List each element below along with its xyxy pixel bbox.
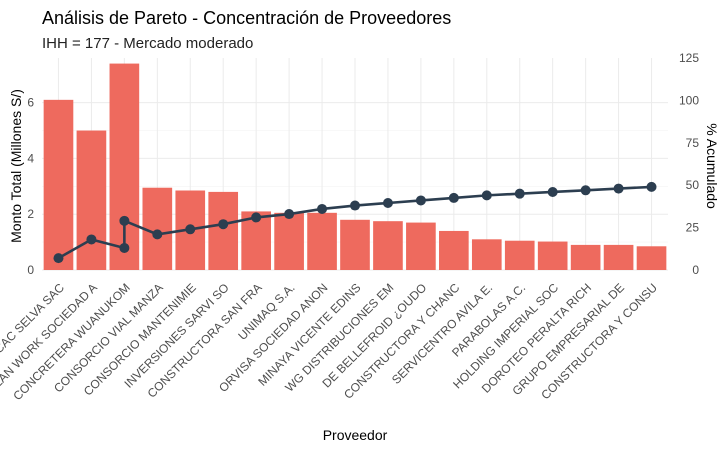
cumulative-point bbox=[53, 253, 64, 264]
cumulative-point bbox=[218, 219, 229, 230]
cumulative-point bbox=[382, 198, 393, 209]
cumulative-point bbox=[317, 203, 328, 214]
cumulative-point bbox=[613, 183, 624, 194]
chart-subtitle: IHH = 177 - Mercado moderado bbox=[42, 35, 253, 52]
y-tick-label: 4 bbox=[27, 151, 34, 165]
cumulative-point bbox=[86, 234, 97, 245]
bar bbox=[76, 130, 107, 270]
y2-tick-label: 0 bbox=[692, 263, 699, 277]
bar bbox=[208, 191, 239, 270]
bar bbox=[570, 244, 601, 270]
bar bbox=[504, 240, 535, 270]
bar bbox=[274, 212, 304, 270]
bar bbox=[471, 239, 502, 270]
cumulative-line-group bbox=[53, 181, 657, 264]
bar bbox=[307, 212, 337, 270]
y2-axis-title: % Acumulado bbox=[704, 123, 720, 209]
y-tick-label: 0 bbox=[27, 263, 34, 277]
x-axis-title: Proveedor bbox=[323, 427, 388, 443]
cumulative-point bbox=[448, 192, 459, 203]
right-axis-ticks: 0 25 50 75 100 125 bbox=[679, 51, 699, 277]
bar bbox=[43, 99, 74, 270]
y-tick-label: 2 bbox=[27, 207, 34, 221]
cumulative-point bbox=[481, 190, 492, 201]
y2-tick-label: 50 bbox=[686, 178, 700, 192]
chart-title: Análisis de Pareto - Concentración de Pr… bbox=[42, 8, 451, 28]
cumulative-point bbox=[646, 181, 657, 192]
cumulative-point bbox=[119, 215, 130, 226]
y-axis-title: Monto Total (Millones S/) bbox=[8, 89, 24, 243]
cumulative-point bbox=[119, 242, 130, 253]
bar bbox=[373, 221, 403, 270]
y2-tick-label: 75 bbox=[686, 136, 700, 150]
left-axis-ticks: 0 2 4 6 bbox=[27, 96, 34, 277]
bar bbox=[406, 222, 436, 270]
cumulative-point bbox=[547, 186, 558, 197]
y2-tick-label: 100 bbox=[679, 93, 699, 107]
bar bbox=[142, 187, 173, 270]
bar bbox=[340, 219, 370, 270]
cumulative-point bbox=[251, 212, 262, 223]
bar bbox=[636, 246, 667, 270]
bars-group bbox=[43, 63, 667, 270]
cumulative-line bbox=[57, 185, 652, 260]
cumulative-point bbox=[152, 229, 163, 240]
bar bbox=[537, 241, 568, 270]
bar bbox=[603, 244, 634, 270]
cumulative-point bbox=[350, 200, 360, 211]
cumulative-point bbox=[284, 209, 295, 220]
y2-tick-label: 25 bbox=[686, 221, 700, 235]
cumulative-point bbox=[185, 224, 196, 235]
cumulative-point bbox=[514, 188, 525, 199]
cumulative-point bbox=[415, 195, 426, 206]
bar bbox=[439, 230, 469, 270]
y2-tick-label: 125 bbox=[679, 51, 699, 65]
cumulative-point bbox=[580, 185, 591, 196]
y-tick-label: 6 bbox=[27, 96, 34, 110]
